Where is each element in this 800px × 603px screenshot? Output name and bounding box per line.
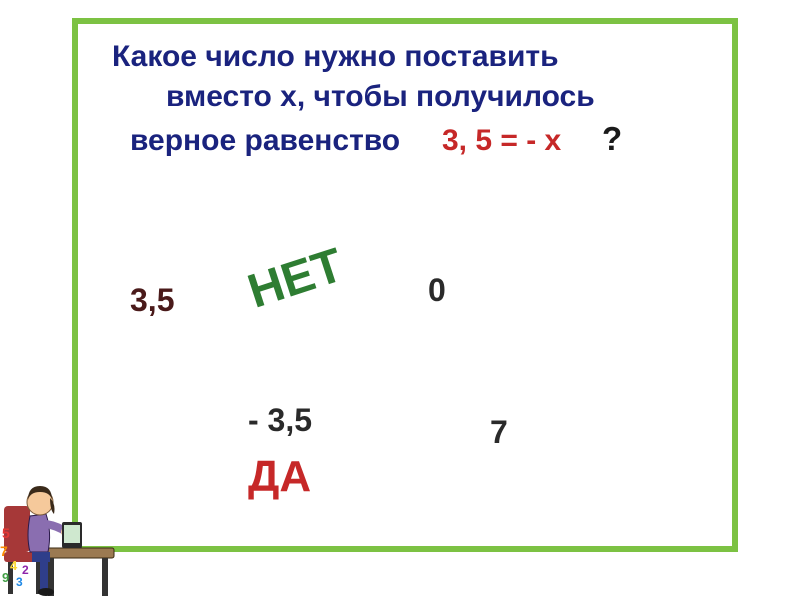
feedback-yes: ДА [248,452,311,502]
student-clipart: 5 7 4 9 3 2 [0,458,115,598]
svg-text:9: 9 [2,570,9,585]
question-line-3: верное равенство [130,124,400,158]
answer-option-4[interactable]: 7 [490,414,508,451]
answer-option-1[interactable]: 3,5 [130,282,174,319]
question-line-1: Какое число нужно поставить [112,40,559,74]
equation-text: 3, 5 = - х [442,124,561,158]
svg-text:4: 4 [10,558,18,573]
svg-text:5: 5 [2,525,10,541]
svg-text:3: 3 [16,575,23,589]
answer-option-3[interactable]: - 3,5 [248,402,312,439]
equation-question-mark: ? [602,120,622,158]
svg-text:7: 7 [0,543,8,559]
svg-text:2: 2 [22,563,29,577]
answer-option-2[interactable]: 0 [428,272,446,309]
question-line-2: вместо х, чтобы получилось [166,80,595,114]
